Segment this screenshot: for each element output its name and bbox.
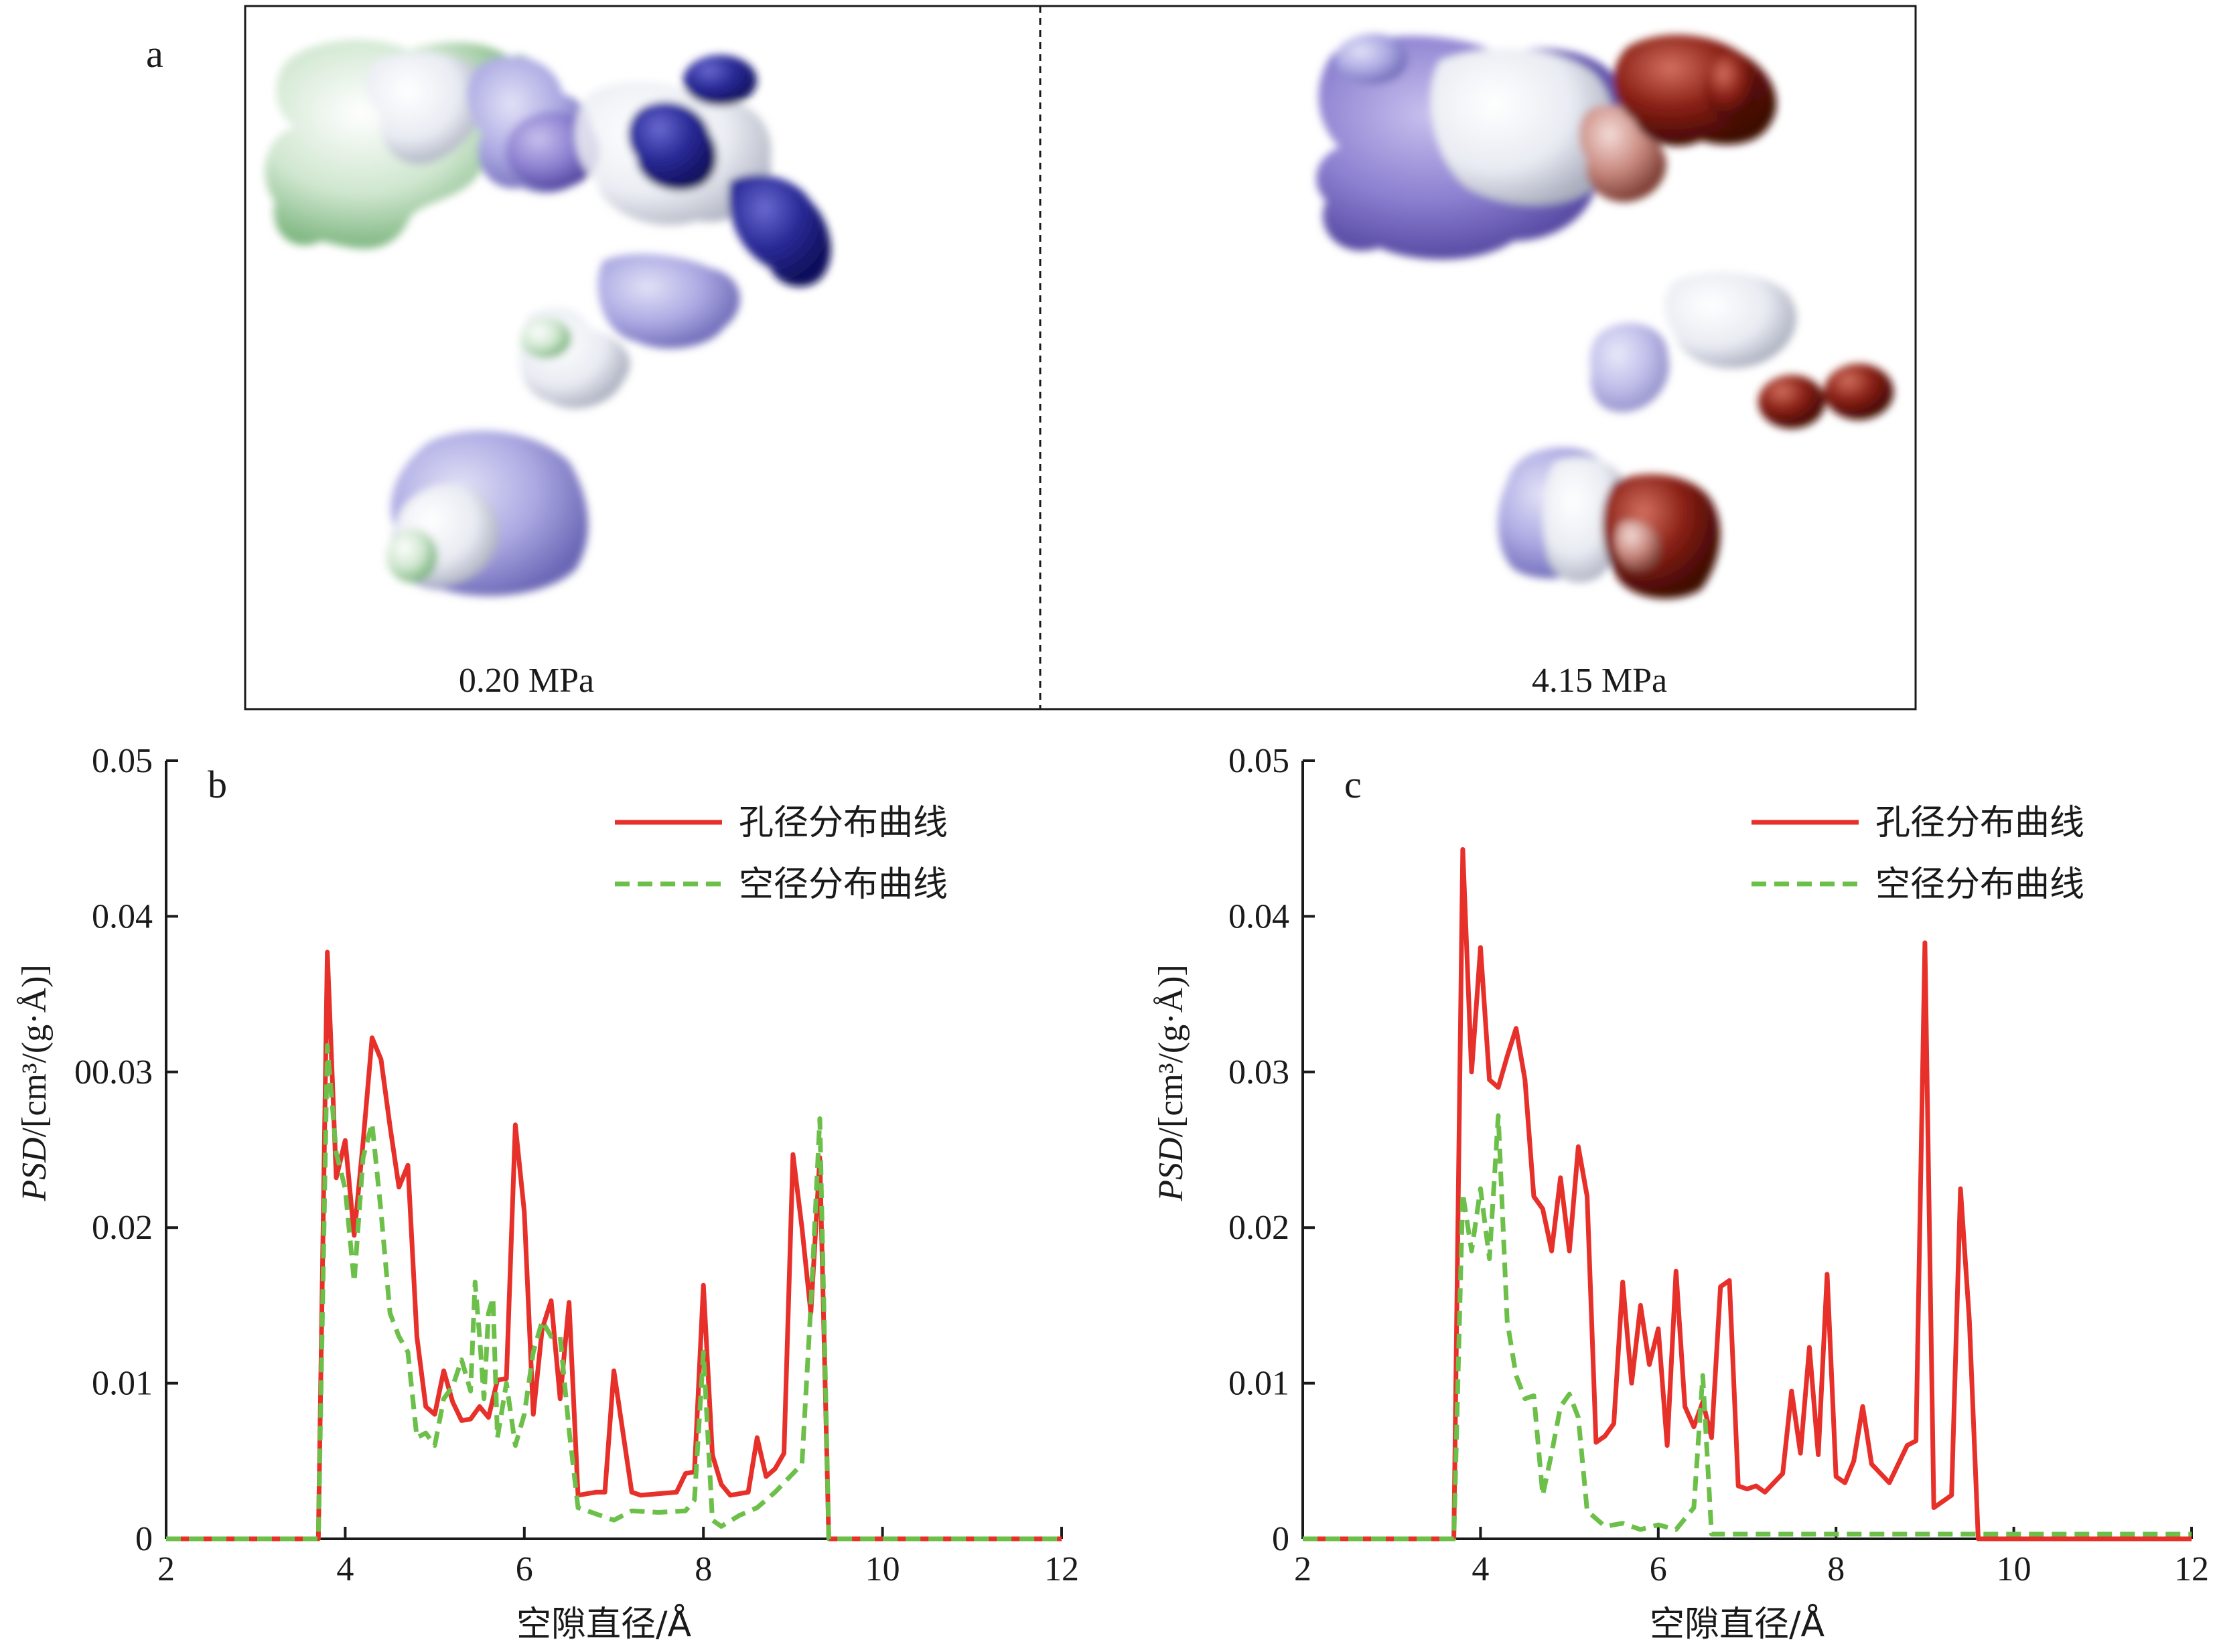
chart-b-y-tick-label: 0.05 <box>92 742 153 780</box>
chart-b-x-tick-label: 2 <box>157 1550 175 1588</box>
chart-b-x-tick-label: 8 <box>695 1550 712 1588</box>
chart-c-y-tick-label: 0.04 <box>1228 897 1289 935</box>
chart-b-y-axis-title-unit: /[cm³/(g·Å)] <box>15 964 54 1137</box>
caption-4.15MPa: 4.15 MPa <box>1532 662 1667 700</box>
chart-c-series-2-line <box>1303 1113 2192 1542</box>
chart-b-series-2-line <box>166 1043 1062 1542</box>
chart-b-y-tick-label: 00.03 <box>74 1053 153 1092</box>
chart-c-y-tick-label: 0.05 <box>1228 742 1289 780</box>
chart-c-y-axis-title-italic: PSD <box>1152 1137 1190 1201</box>
chart-b-y-tick-label: 0 <box>135 1520 153 1558</box>
panel-a-frame <box>244 5 1917 710</box>
pore-cluster-0.20MPa <box>265 40 831 596</box>
chart-b-legend-label-2: 空径分布曲线 <box>739 865 948 905</box>
chart-c-legend-label-2: 空径分布曲线 <box>1875 865 2084 905</box>
chart-c-x-tick-label: 10 <box>1997 1550 2031 1588</box>
chart-c-y-tick-label: 0 <box>1272 1520 1289 1558</box>
pore-cluster-4.15MPa <box>1316 33 1894 599</box>
chart-c-x-tick-label: 8 <box>1827 1550 1845 1588</box>
psd-charts: 2 4 6 8 10 1200.010.0200.030.040.05b空隙直径/ÅPSD… <box>15 742 2209 1645</box>
chart-c-x-axis-title: 空隙直径/Å <box>1650 1603 1825 1645</box>
chart-b-y-tick-label: 0.01 <box>92 1365 153 1403</box>
chart-c-y-tick-label: 0.02 <box>1228 1209 1289 1247</box>
chart-b-x-tick-label: 12 <box>1044 1550 1079 1588</box>
chart-b-series-1-line <box>166 950 1062 1542</box>
chart-c-panel-label: c <box>1344 763 1362 806</box>
chart-b-x-axis-title: 空隙直径/Å <box>516 1603 692 1645</box>
chart-c-y-axis-title: PSD/[cm³/(g·Å)] <box>1152 964 1190 1201</box>
chart-c-x-tick-label: 2 <box>1294 1550 1311 1588</box>
chart-b-y-tick-label: 0.02 <box>92 1209 153 1247</box>
chart-b-y-axis-title-italic: PSD <box>15 1137 54 1201</box>
chart-b-y-axis-title: PSD/[cm³/(g·Å)] <box>15 964 54 1201</box>
chart-c-x-tick-label: 6 <box>1650 1550 1667 1588</box>
chart-c-series-1-line <box>1303 847 2192 1542</box>
chart-b-x-tick-label: 10 <box>865 1550 900 1588</box>
panel-a-pore-renderings: a 0.20 MPa 4.15 MPa <box>146 5 1917 710</box>
chart-b-y-tick-label: 0.04 <box>92 897 153 935</box>
chart-b-panel-label: b <box>208 763 227 806</box>
caption-0.20MPa: 0.20 MPa <box>459 662 594 700</box>
chart-b-x-tick-label: 6 <box>516 1550 533 1588</box>
chart-c-y-tick-label: 0.01 <box>1228 1365 1289 1403</box>
chart-c-y-axis-title-unit: /[cm³/(g·Å)] <box>1152 964 1190 1137</box>
panel-a-label: a <box>146 32 163 76</box>
chart-b-legend-label-1: 孔径分布曲线 <box>739 803 948 843</box>
chart-c-x-tick-label: 12 <box>2174 1550 2209 1588</box>
chart-c-x-tick-label: 4 <box>1472 1550 1489 1588</box>
chart-b-x-tick-label: 4 <box>336 1550 354 1588</box>
chart-c-y-tick-label: 0.03 <box>1228 1053 1289 1092</box>
chart-c-legend-label-1: 孔径分布曲线 <box>1875 803 2084 843</box>
